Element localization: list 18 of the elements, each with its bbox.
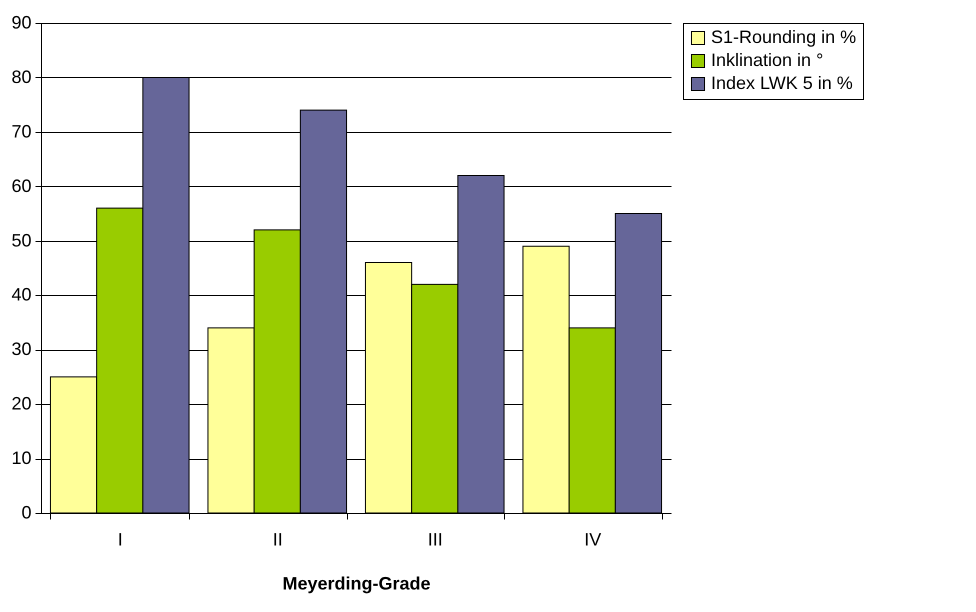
- x-tick-label: I: [118, 530, 123, 550]
- y-tick-label: 20: [11, 394, 32, 414]
- y-tick-label: 30: [11, 339, 32, 360]
- y-tick-label: 0: [21, 502, 32, 522]
- y-tick-label: 40: [11, 284, 32, 305]
- y-tick-label: 10: [11, 448, 32, 468]
- y-tick-label: 90: [11, 12, 32, 32]
- y-tick-label: 80: [11, 66, 32, 87]
- y-tick-label: 50: [11, 230, 32, 250]
- x-tick-label: II: [272, 530, 283, 550]
- legend-label: S1-Rounding in %: [711, 27, 856, 47]
- legend-label: Index LWK 5 in %: [711, 73, 853, 93]
- y-tick-label: 70: [11, 121, 32, 142]
- y-tick-label: 60: [11, 176, 32, 196]
- x-axis-title: Meyerding-Grade: [282, 574, 431, 594]
- x-tick-label: IV: [584, 530, 602, 550]
- legend-label: Inklination in °: [711, 50, 824, 70]
- x-tick-label: III: [428, 530, 443, 550]
